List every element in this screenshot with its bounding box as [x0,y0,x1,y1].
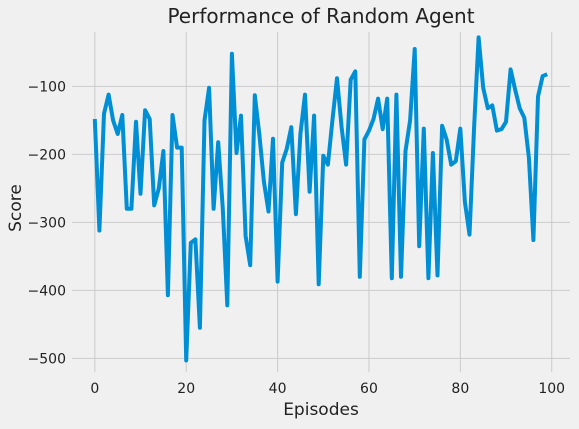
tick-labels: 0 20 40 60 80 100 −500 −400 −300 −200 −100 [28,79,566,397]
y-tick-label: −300 [28,215,66,231]
series-layer [92,35,548,363]
x-tick-label: 20 [177,381,195,397]
y-tick-label: −400 [28,283,66,299]
y-tick-label: −100 [28,79,66,95]
x-tick-label: 40 [269,381,287,397]
y-tick-label: −200 [28,147,66,163]
x-tick-label: 60 [360,381,378,397]
y-axis-label: Score [6,184,26,232]
y-tick-label: −500 [28,351,66,367]
series-line [92,35,548,363]
x-axis-label: Episodes [283,400,359,420]
chart-title: Performance of Random Agent [167,4,474,28]
x-tick-label: 0 [90,381,99,397]
x-tick-label: 100 [538,381,565,397]
x-tick-label: 80 [451,381,469,397]
